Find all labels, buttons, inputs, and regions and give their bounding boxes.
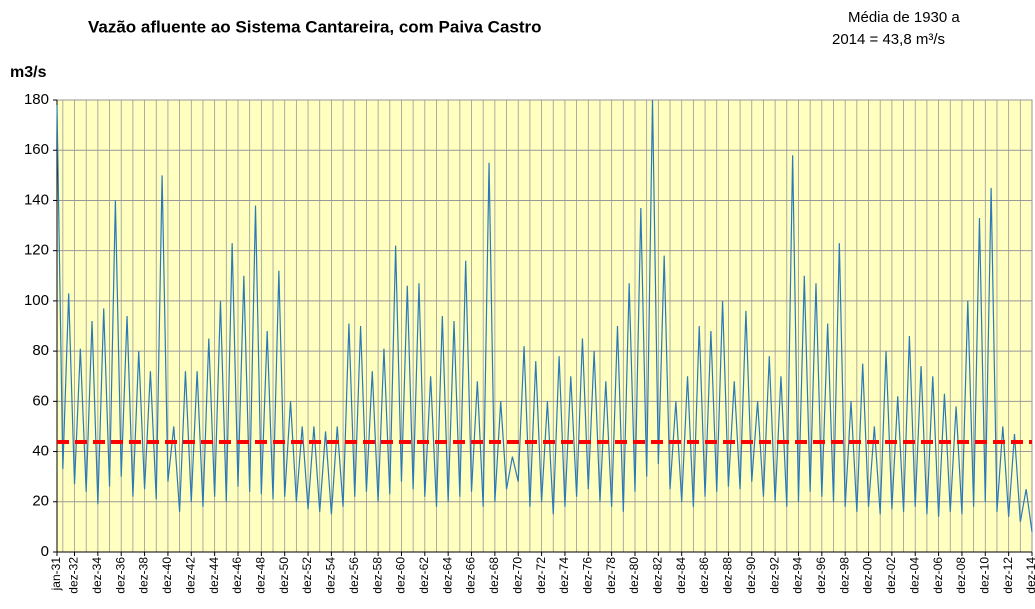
x-tick-label: dez-10 [977,557,991,594]
x-tick-label: dez-98 [837,557,851,594]
x-tick-label: dez-80 [627,557,641,594]
x-tick-label: dez-82 [651,557,665,594]
x-tick-label: dez-32 [67,557,81,594]
annotation: Média de 1930 a [848,9,960,26]
x-tick-label: dez-08 [954,557,968,594]
y-tick-label: 80 [32,342,49,359]
x-tick-label: dez-42 [183,557,197,594]
x-tick-label: dez-44 [207,557,221,594]
x-tick-label: dez-06 [931,557,945,594]
x-tick-label: dez-02 [884,557,898,594]
data-line [56,99,1033,532]
x-tick-label: dez-34 [90,557,104,594]
x-tick-label: dez-54 [324,557,338,594]
chart-title: Vazão afluente ao Sistema Cantareira, co… [88,17,542,36]
x-tick-label: dez-72 [534,557,548,594]
x-tick-label: dez-52 [300,557,314,594]
x-tick-label: dez-74 [557,557,571,594]
x-tick-label: dez-88 [721,557,735,594]
x-tick-label: dez-94 [791,557,805,594]
y-tick-label: 60 [32,392,49,409]
y-tick-label: 140 [24,191,49,208]
x-tick-label: dez-70 [510,557,524,594]
y-tick-label: 120 [24,242,49,259]
y-axis-label: m3/s [10,64,47,81]
x-tick-label: dez-96 [814,557,828,594]
x-tick-label: jan-31 [49,557,63,592]
x-tick-label: dez-00 [861,557,875,594]
x-tick-label: dez-50 [277,557,291,594]
x-tick-label: dez-40 [160,557,174,594]
x-tick-label: dez-84 [674,557,688,594]
y-tick-label: 160 [24,141,49,158]
y-tick-label: 180 [24,91,49,108]
x-tick-label: dez-48 [254,557,268,594]
x-tick-label: dez-04 [907,557,921,594]
x-tick-label: dez-86 [697,557,711,594]
x-tick-label: dez-60 [394,557,408,594]
x-tick-label: dez-46 [230,557,244,594]
x-tick-label: dez-64 [440,557,454,594]
x-tick-label: dez-68 [487,557,501,594]
x-tick-label: dez-56 [347,557,361,594]
x-tick-label: dez-66 [464,557,478,594]
x-tick-label: dez-12 [1001,557,1015,594]
x-tick-label: dez-58 [370,557,384,594]
x-tick-label: dez-36 [113,557,127,594]
x-tick-label: dez-78 [604,557,618,594]
x-tick-label: dez-38 [137,557,151,594]
y-tick-label: 40 [32,443,49,460]
y-tick-label: 0 [41,543,49,560]
y-tick-label: 100 [24,292,49,309]
x-tick-label: dez-90 [744,557,758,594]
x-tick-label: dez-76 [580,557,594,594]
x-tick-label: dez-14 [1024,557,1035,594]
annotation: 2014 = 43,8 m³/s [832,31,945,48]
x-tick-label: dez-62 [417,557,431,594]
x-tick-label: dez-92 [767,557,781,594]
y-tick-label: 20 [32,493,49,510]
